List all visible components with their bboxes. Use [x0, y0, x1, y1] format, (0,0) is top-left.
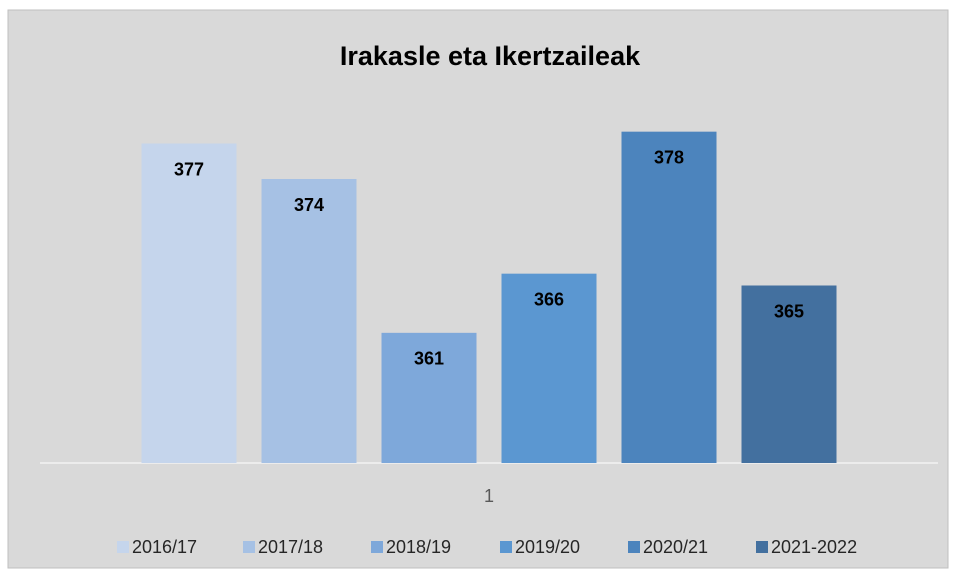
bar [621, 131, 717, 463]
legend-label: 2021-2022 [771, 537, 857, 557]
bar [741, 285, 837, 463]
data-label: 377 [174, 159, 204, 179]
data-label: 378 [654, 147, 684, 167]
legend-label: 2018/19 [386, 537, 451, 557]
legend-label: 2016/17 [132, 537, 197, 557]
legend-label: 2019/20 [515, 537, 580, 557]
bar [381, 332, 477, 463]
legend-label: 2017/18 [258, 537, 323, 557]
data-label: 361 [414, 349, 444, 369]
legend-swatch [756, 541, 768, 553]
legend-swatch [117, 541, 129, 553]
data-label: 365 [774, 301, 804, 321]
data-label: 374 [294, 195, 324, 215]
legend-swatch [500, 541, 512, 553]
legend-swatch [371, 541, 383, 553]
bar [501, 273, 597, 463]
bar [141, 143, 237, 463]
x-tick-label: 1 [484, 486, 494, 506]
legend-swatch [243, 541, 255, 553]
data-label: 366 [534, 289, 564, 309]
legend-swatch [628, 541, 640, 553]
chart-title: Irakasle eta Ikertzaileak [340, 41, 641, 71]
bar [261, 179, 357, 463]
legend-label: 2020/21 [643, 537, 708, 557]
